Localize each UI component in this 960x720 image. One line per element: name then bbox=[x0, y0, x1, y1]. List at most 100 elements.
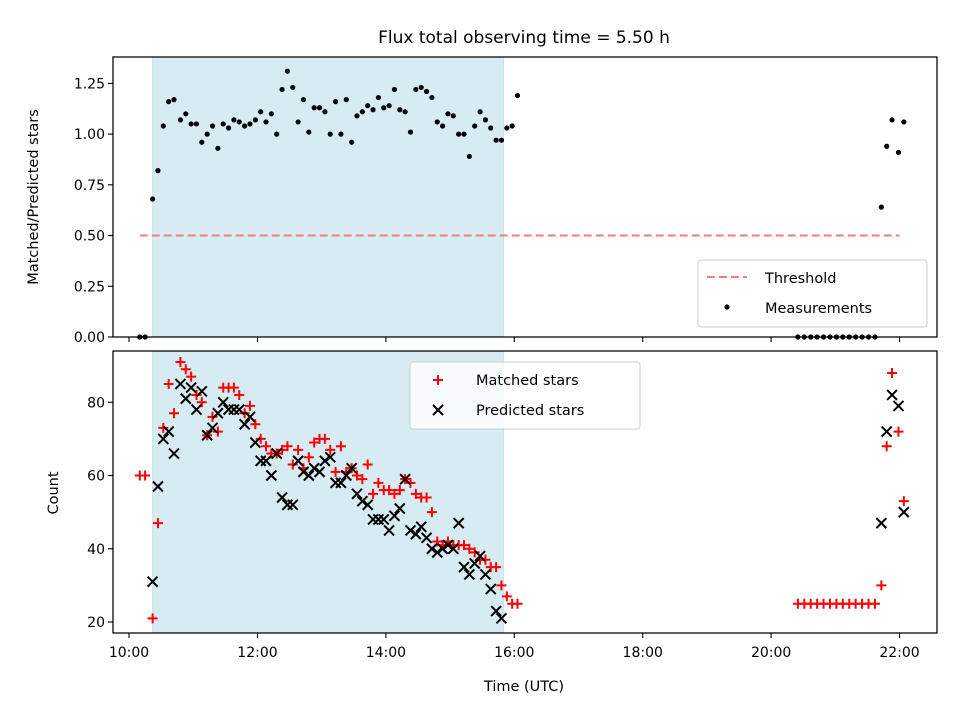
matched-star-point bbox=[293, 444, 304, 455]
predicted-star-point bbox=[265, 469, 278, 482]
measurement-point bbox=[370, 107, 376, 113]
chart-title: Flux total observing time = 5.50 h bbox=[378, 28, 670, 48]
measurement-point bbox=[488, 125, 494, 131]
predicted-star-point bbox=[394, 502, 406, 515]
matched-star-point bbox=[410, 488, 421, 499]
measurement-point bbox=[258, 109, 264, 115]
measurement-point bbox=[316, 105, 323, 111]
predicted-star-point bbox=[468, 557, 481, 570]
matched-star-point bbox=[325, 444, 336, 455]
measurement-point bbox=[306, 129, 312, 135]
top-panel: 0.00 0.25 0.50 0.75 1.00 1.25 Matched/Predict… bbox=[26, 56, 938, 346]
matched-star-point bbox=[212, 426, 223, 437]
measurement-point bbox=[498, 137, 505, 143]
matched-star-point bbox=[898, 496, 909, 507]
measurement-point bbox=[160, 123, 166, 129]
predicted-star-point bbox=[297, 466, 310, 478]
measurement-point bbox=[445, 111, 451, 117]
matched-star-point bbox=[368, 488, 379, 499]
bottom-legend: Matched stars Predicted stars bbox=[409, 361, 641, 430]
predicted-star-point bbox=[383, 524, 395, 537]
matched-star-point bbox=[394, 485, 405, 496]
measurement-point bbox=[155, 168, 161, 174]
measurement-point bbox=[284, 68, 291, 74]
legend-threshold-label: Threshold bbox=[764, 271, 836, 287]
matched-star-point bbox=[405, 477, 416, 488]
measurement-point bbox=[413, 86, 419, 93]
y-tick-label: 0.25 bbox=[74, 279, 105, 295]
measurement-point bbox=[878, 204, 884, 210]
measurement-point bbox=[477, 109, 483, 115]
x-axis-label: Time (UTC) bbox=[483, 679, 564, 695]
predicted-star-point bbox=[485, 583, 497, 595]
predicted-star-point bbox=[356, 495, 369, 507]
matched-star-point bbox=[869, 598, 880, 609]
predicted-star-point bbox=[180, 392, 192, 405]
matched-star-point bbox=[330, 466, 341, 477]
measurement-point bbox=[193, 121, 200, 127]
predicted-star-point bbox=[345, 462, 358, 474]
measurement-point bbox=[466, 153, 472, 160]
observing-window-rect bbox=[152, 56, 505, 338]
measurement-point bbox=[407, 129, 414, 135]
predicted-star-point bbox=[233, 403, 245, 416]
legend-box bbox=[697, 259, 928, 328]
y-tick-label: 0.00 bbox=[74, 330, 105, 346]
top-legend: Threshold Measurements bbox=[697, 259, 928, 328]
matched-star-point bbox=[282, 441, 293, 452]
measurement-point bbox=[418, 84, 424, 91]
measurement-point bbox=[188, 121, 194, 127]
matched-star-point bbox=[255, 433, 266, 444]
measurement-point bbox=[166, 99, 172, 105]
predicted-star-point bbox=[292, 455, 304, 467]
x-tick-label: 12:00 bbox=[237, 645, 277, 661]
measurement-point bbox=[423, 88, 430, 95]
measurement-point bbox=[171, 97, 177, 103]
measurement-point bbox=[300, 97, 307, 103]
matched-star-point bbox=[152, 518, 163, 529]
y-tick-label: 20 bbox=[87, 615, 105, 631]
measurement-point bbox=[461, 131, 467, 137]
measurement-point bbox=[322, 109, 328, 115]
y-tick-label: 0.75 bbox=[74, 178, 105, 194]
predicted-star-point bbox=[452, 517, 465, 529]
predicted-star-point bbox=[287, 499, 299, 511]
matched-star-point bbox=[303, 452, 314, 463]
measurement-point bbox=[381, 105, 387, 111]
predicted-star-point bbox=[168, 447, 180, 460]
legend-measurement-swatch bbox=[724, 304, 730, 310]
matched-star-point bbox=[496, 580, 507, 591]
measurement-point bbox=[220, 121, 226, 127]
matched-star-point bbox=[421, 492, 432, 503]
measurement-point bbox=[263, 119, 269, 125]
measurement-point bbox=[349, 139, 355, 145]
measurement-point bbox=[456, 131, 462, 137]
measurement-point bbox=[375, 94, 381, 101]
matched-star-point bbox=[168, 408, 179, 419]
matched-star-point bbox=[207, 411, 218, 422]
predicted-star-point bbox=[157, 433, 170, 445]
predicted-star-point bbox=[463, 568, 476, 581]
matched-star-point bbox=[876, 580, 887, 591]
legend-predicted-label: Predicted stars bbox=[476, 403, 584, 419]
measurement-point bbox=[472, 123, 478, 129]
measurement-point bbox=[247, 121, 253, 127]
measurement-point bbox=[482, 117, 489, 123]
predicted-star-point bbox=[479, 568, 492, 581]
measurement-point bbox=[231, 117, 237, 123]
x-tick-label: 22:00 bbox=[879, 645, 919, 661]
y-tick-label: 60 bbox=[87, 469, 105, 485]
predicted-star-point bbox=[420, 532, 433, 544]
predicted-star-point bbox=[313, 466, 326, 478]
predicted-star-point bbox=[361, 499, 374, 511]
predicted-star-point bbox=[201, 429, 213, 441]
observing-window-shade bbox=[152, 56, 505, 338]
measurement-point bbox=[391, 86, 398, 93]
matched-star-point bbox=[512, 598, 523, 609]
matched-star-point bbox=[373, 477, 384, 488]
legend-box bbox=[409, 361, 641, 430]
measurement-point bbox=[177, 117, 184, 123]
measurement-point bbox=[338, 131, 344, 137]
matched-star-point bbox=[261, 441, 272, 452]
legend-predicted-swatch bbox=[432, 404, 444, 416]
